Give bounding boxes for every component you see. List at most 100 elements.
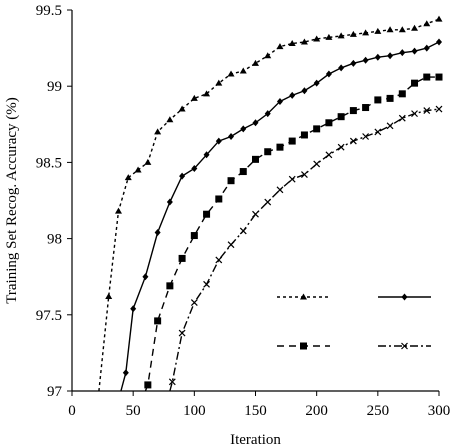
series-4-point <box>349 137 357 145</box>
series-2-point <box>436 38 442 46</box>
series-2-point <box>240 125 247 133</box>
series-2-point <box>301 87 308 95</box>
x-tick-label: 50 <box>126 403 141 419</box>
series-3-point <box>252 155 259 163</box>
legend-entry-4 <box>378 342 431 350</box>
series-2-point <box>228 132 235 140</box>
series-1-point <box>124 174 132 181</box>
series-4-point <box>168 378 176 386</box>
y-axis-title: Training Set Recog. Accuracy (%) <box>4 97 20 303</box>
x-tick-label: 200 <box>305 403 328 419</box>
series-1-point <box>325 33 333 40</box>
series-4-point <box>301 171 308 179</box>
x-tick-label: 300 <box>428 403 451 419</box>
series-1-point <box>349 30 357 37</box>
series-1-point <box>411 24 419 31</box>
series-2-point <box>264 110 271 118</box>
series-2-point <box>191 164 198 172</box>
series-3-point <box>227 177 235 185</box>
y-tick-label: 99 <box>47 79 62 95</box>
series-2-point <box>350 59 357 67</box>
series-4-point <box>227 241 235 249</box>
series-2-point <box>154 229 161 237</box>
series-4-point <box>264 198 272 206</box>
series-3-point <box>178 254 186 262</box>
series-3-point <box>264 148 272 156</box>
series-3-point <box>362 104 370 112</box>
y-tick-label: 97 <box>47 384 63 400</box>
y-tick-label: 98.5 <box>36 155 62 171</box>
series-1-point <box>264 52 272 59</box>
legend <box>277 293 431 350</box>
series-2-point <box>252 119 259 127</box>
series-3-point <box>313 125 321 133</box>
series-4-point <box>411 110 418 118</box>
series-3-point <box>423 73 431 81</box>
series-1-point <box>252 59 259 66</box>
series-1 <box>98 15 443 392</box>
series-4-point <box>190 299 198 307</box>
series-2-point <box>338 64 345 72</box>
legend-entry-1 <box>277 293 330 300</box>
series-1-point <box>134 166 142 173</box>
series-2 <box>120 38 442 392</box>
x-tick-label: 250 <box>367 403 390 419</box>
series-3-point <box>288 137 296 145</box>
series-2-point <box>215 137 222 145</box>
series-4-point <box>362 133 370 140</box>
series-2-point <box>423 44 430 52</box>
series-3-point <box>215 195 223 203</box>
series-4-point <box>325 151 333 159</box>
series-3 <box>144 73 443 392</box>
series-4-line <box>169 108 440 392</box>
series-4-point <box>374 128 382 136</box>
series-2-point <box>374 53 381 61</box>
series-2-point <box>399 49 406 57</box>
series-3-point <box>398 90 406 98</box>
series-4-point <box>276 186 284 194</box>
series-4-point <box>337 143 345 151</box>
y-tick-label: 98 <box>47 232 62 248</box>
series-3-point <box>300 131 308 139</box>
series-4-point <box>239 227 247 235</box>
series-2-point <box>166 198 173 206</box>
series-2-line <box>120 41 440 392</box>
series-4 <box>168 105 443 392</box>
series-3-point <box>337 113 345 121</box>
series-1-point <box>178 105 186 112</box>
series-1-point <box>190 94 198 101</box>
series-4-point <box>435 105 443 113</box>
series-2-point <box>411 47 418 55</box>
series-3-point <box>325 119 333 127</box>
series-1-point <box>166 116 174 123</box>
series-2-point <box>387 52 394 60</box>
series-2-point <box>122 369 129 377</box>
series-2-point <box>203 151 210 159</box>
series-1-point <box>239 67 247 74</box>
series-1-point <box>386 26 394 33</box>
series-1-point <box>203 90 211 97</box>
series-3-point <box>144 381 152 389</box>
series-1-point <box>154 128 162 135</box>
series-1-point <box>423 20 431 27</box>
series-3-point <box>276 143 284 151</box>
series-4-point <box>423 107 431 115</box>
series-4-point <box>203 280 210 288</box>
series-1-point <box>300 38 308 45</box>
series-4-point <box>386 122 394 130</box>
series-1-line <box>98 18 440 392</box>
series-1-point <box>313 35 321 42</box>
series-1-point <box>362 29 370 36</box>
series-2-point <box>325 70 332 78</box>
series-1-point <box>227 70 235 77</box>
series-1-point <box>435 15 443 22</box>
series-1-point <box>215 79 223 86</box>
series-3-point <box>166 282 174 290</box>
series-2-point <box>130 305 137 313</box>
series-4-point <box>215 256 223 264</box>
series-3-point <box>190 232 198 240</box>
series-4-point <box>288 175 296 183</box>
y-tick-label: 97.5 <box>36 308 62 324</box>
x-axis-title: Iteration <box>230 432 281 448</box>
